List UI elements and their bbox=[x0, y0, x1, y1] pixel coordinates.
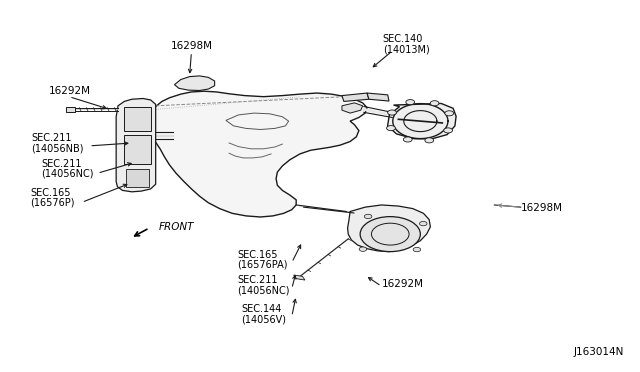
Polygon shape bbox=[146, 91, 367, 217]
Polygon shape bbox=[125, 169, 149, 187]
Polygon shape bbox=[116, 99, 156, 192]
Circle shape bbox=[444, 128, 452, 133]
Text: 16292M: 16292M bbox=[49, 86, 91, 96]
Text: FRONT: FRONT bbox=[159, 222, 195, 232]
Circle shape bbox=[387, 126, 396, 131]
Text: (14056V): (14056V) bbox=[242, 315, 287, 324]
Circle shape bbox=[360, 217, 420, 251]
Polygon shape bbox=[175, 76, 214, 90]
Circle shape bbox=[425, 138, 434, 143]
Circle shape bbox=[388, 110, 396, 115]
Polygon shape bbox=[342, 103, 363, 113]
Polygon shape bbox=[124, 135, 150, 164]
Polygon shape bbox=[342, 93, 369, 102]
Polygon shape bbox=[124, 106, 150, 131]
Circle shape bbox=[430, 101, 439, 106]
Text: 16292M: 16292M bbox=[381, 279, 424, 289]
Text: J163014N: J163014N bbox=[574, 347, 624, 357]
Circle shape bbox=[364, 214, 372, 219]
Polygon shape bbox=[367, 93, 389, 101]
Text: SEC.165: SEC.165 bbox=[30, 187, 71, 198]
Text: SEC.165: SEC.165 bbox=[237, 250, 278, 260]
Text: SEC.144: SEC.144 bbox=[242, 304, 282, 314]
Circle shape bbox=[419, 221, 427, 226]
Polygon shape bbox=[66, 106, 76, 112]
Text: SEC.211: SEC.211 bbox=[31, 133, 72, 143]
Text: SEC.211: SEC.211 bbox=[237, 275, 278, 285]
Text: SEC.140: SEC.140 bbox=[383, 34, 423, 44]
Text: (14013M): (14013M) bbox=[383, 45, 429, 55]
Text: (16576PA): (16576PA) bbox=[237, 260, 288, 270]
Text: (14056NC): (14056NC) bbox=[237, 285, 290, 295]
Polygon shape bbox=[294, 275, 305, 280]
Polygon shape bbox=[388, 103, 456, 139]
Polygon shape bbox=[348, 205, 430, 251]
Circle shape bbox=[406, 100, 415, 105]
Text: SEC.211: SEC.211 bbox=[41, 158, 81, 169]
Circle shape bbox=[413, 247, 420, 252]
Text: 16298M: 16298M bbox=[170, 41, 212, 51]
Circle shape bbox=[359, 247, 367, 251]
Circle shape bbox=[403, 137, 412, 142]
Text: (14056NB): (14056NB) bbox=[31, 143, 84, 153]
Text: (16576P): (16576P) bbox=[30, 198, 75, 208]
Text: (14056NC): (14056NC) bbox=[41, 169, 93, 179]
Text: 16298M: 16298M bbox=[521, 203, 563, 213]
Circle shape bbox=[445, 111, 454, 116]
